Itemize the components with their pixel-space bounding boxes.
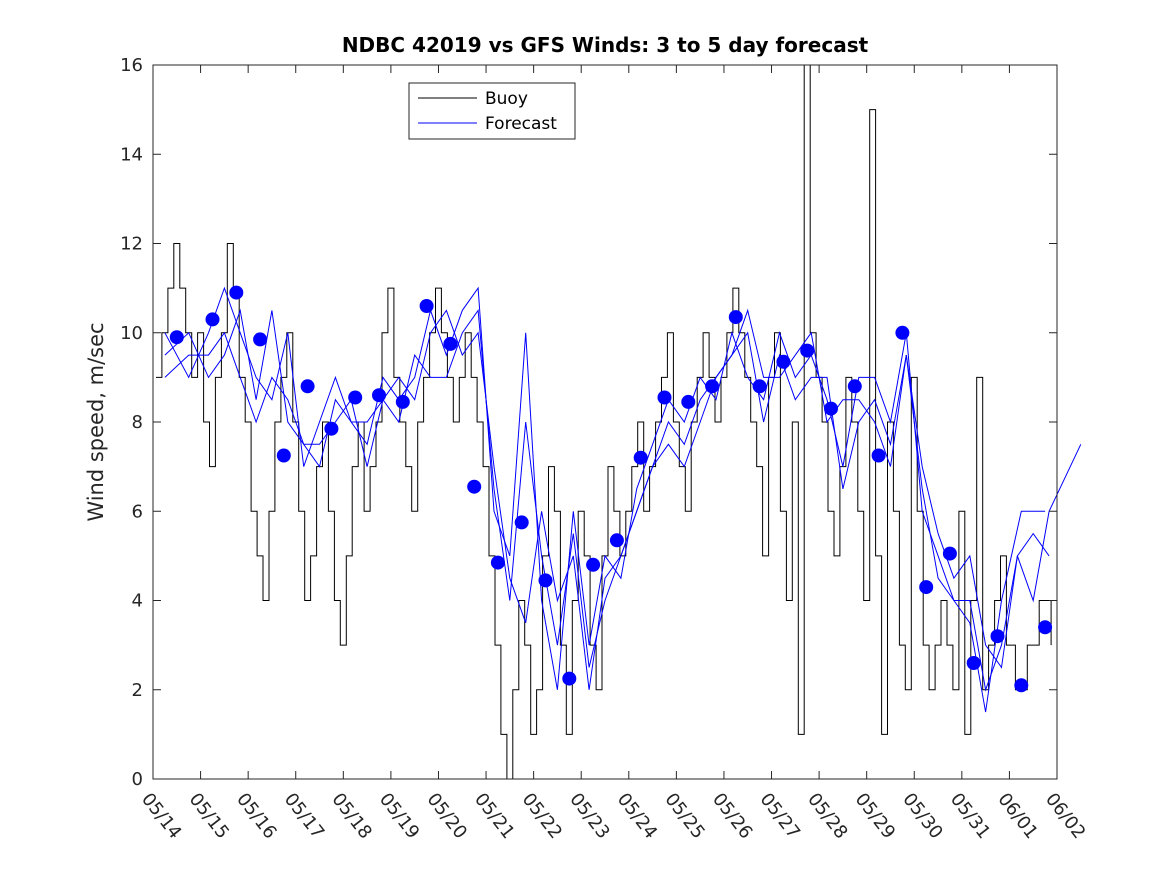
- forecast-marker: [871, 448, 886, 463]
- forecast-marker: [300, 379, 315, 394]
- forecast-marker: [657, 390, 672, 405]
- x-tick-label: 05/27: [756, 789, 804, 843]
- forecast-marker: [705, 379, 720, 394]
- forecast-marker: [229, 285, 244, 300]
- y-tick-label: 6: [132, 501, 143, 522]
- forecast-marker: [1014, 678, 1029, 693]
- forecast-marker: [253, 332, 268, 347]
- y-tick-label: 14: [120, 144, 143, 165]
- forecast-marker: [1038, 620, 1053, 635]
- y-tick-label: 16: [120, 55, 143, 76]
- x-tick-label: 05/21: [470, 789, 518, 843]
- x-tick-label: 05/16: [232, 789, 280, 843]
- legend-box: [408, 82, 576, 140]
- y-tick-label: 12: [120, 234, 143, 255]
- chart-title: NDBC 42019 vs GFS Winds: 3 to 5 day fore…: [342, 33, 869, 57]
- x-tick-label: 05/30: [898, 789, 946, 843]
- series-line-buoy: [156, 64, 1052, 780]
- x-tick-label: 05/26: [708, 789, 756, 843]
- forecast-marker: [776, 354, 791, 369]
- forecast-marker: [633, 450, 648, 465]
- forecast-marker: [443, 336, 458, 351]
- forecast-marker: [514, 515, 529, 530]
- x-tick-label: 05/23: [565, 789, 613, 843]
- legend-label-buoy: Buoy: [485, 89, 528, 109]
- forecast-marker: [348, 390, 363, 405]
- forecast-marker: [919, 580, 934, 595]
- forecast-marker: [942, 546, 957, 561]
- x-tick-label: 05/19: [375, 789, 423, 843]
- forecast-marker: [419, 299, 434, 313]
- legend: Buoy Forecast: [408, 82, 576, 140]
- legend-label-forecast: Forecast: [485, 114, 557, 134]
- x-tick-label: 05/20: [423, 789, 471, 843]
- y-tick-label: 4: [132, 591, 143, 612]
- x-tick-label: 05/22: [518, 789, 566, 843]
- marker-layer: [169, 285, 1053, 693]
- forecast-marker: [990, 629, 1005, 644]
- forecast-marker: [538, 573, 553, 588]
- forecast-marker: [609, 533, 624, 548]
- x-tick-label: 05/24: [613, 789, 661, 843]
- forecast-marker: [324, 421, 339, 436]
- forecast-marker: [966, 656, 981, 670]
- forecast-marker: [847, 379, 862, 394]
- plot-background: [153, 65, 1057, 779]
- forecast-marker: [467, 479, 482, 494]
- forecast-marker: [800, 343, 815, 358]
- forecast-marker: [169, 330, 184, 345]
- forecast-marker: [586, 557, 601, 572]
- forecast-marker: [276, 448, 291, 463]
- x-tick-label: 05/14: [137, 789, 185, 843]
- y-tick-label: 10: [120, 323, 143, 344]
- forecast-marker: [205, 312, 220, 327]
- forecast-marker: [728, 310, 743, 325]
- forecast-marker: [824, 401, 838, 416]
- y-tick-label: 2: [132, 680, 143, 701]
- x-tick-label: 05/18: [327, 789, 375, 843]
- x-tick-label: 05/25: [660, 789, 708, 843]
- series-layer: [156, 64, 1082, 780]
- forecast-marker: [395, 394, 410, 409]
- x-tick-label: 05/17: [280, 789, 328, 843]
- y-tick-label: 0: [132, 769, 143, 790]
- forecast-marker: [372, 388, 386, 403]
- forecast-marker: [895, 325, 910, 340]
- x-tick-label: 05/31: [946, 789, 994, 843]
- x-tick-label: 06/01: [993, 789, 1041, 843]
- forecast-marker: [681, 394, 696, 409]
- forecast-marker: [752, 379, 767, 394]
- y-axis-label: Wind speed, m/sec: [84, 322, 108, 521]
- forecast-marker: [490, 555, 505, 570]
- series-line-forecast-3: [164, 308, 1046, 713]
- series-line-forecast-2: [164, 286, 1050, 692]
- x-tick-label: 05/28: [803, 789, 851, 843]
- x-tick-label: 05/29: [851, 789, 899, 843]
- x-tick-label: 05/15: [185, 789, 233, 843]
- forecast-marker: [562, 671, 577, 686]
- y-tick-label: 8: [132, 412, 143, 433]
- x-tick-label: 06/02: [1041, 789, 1089, 843]
